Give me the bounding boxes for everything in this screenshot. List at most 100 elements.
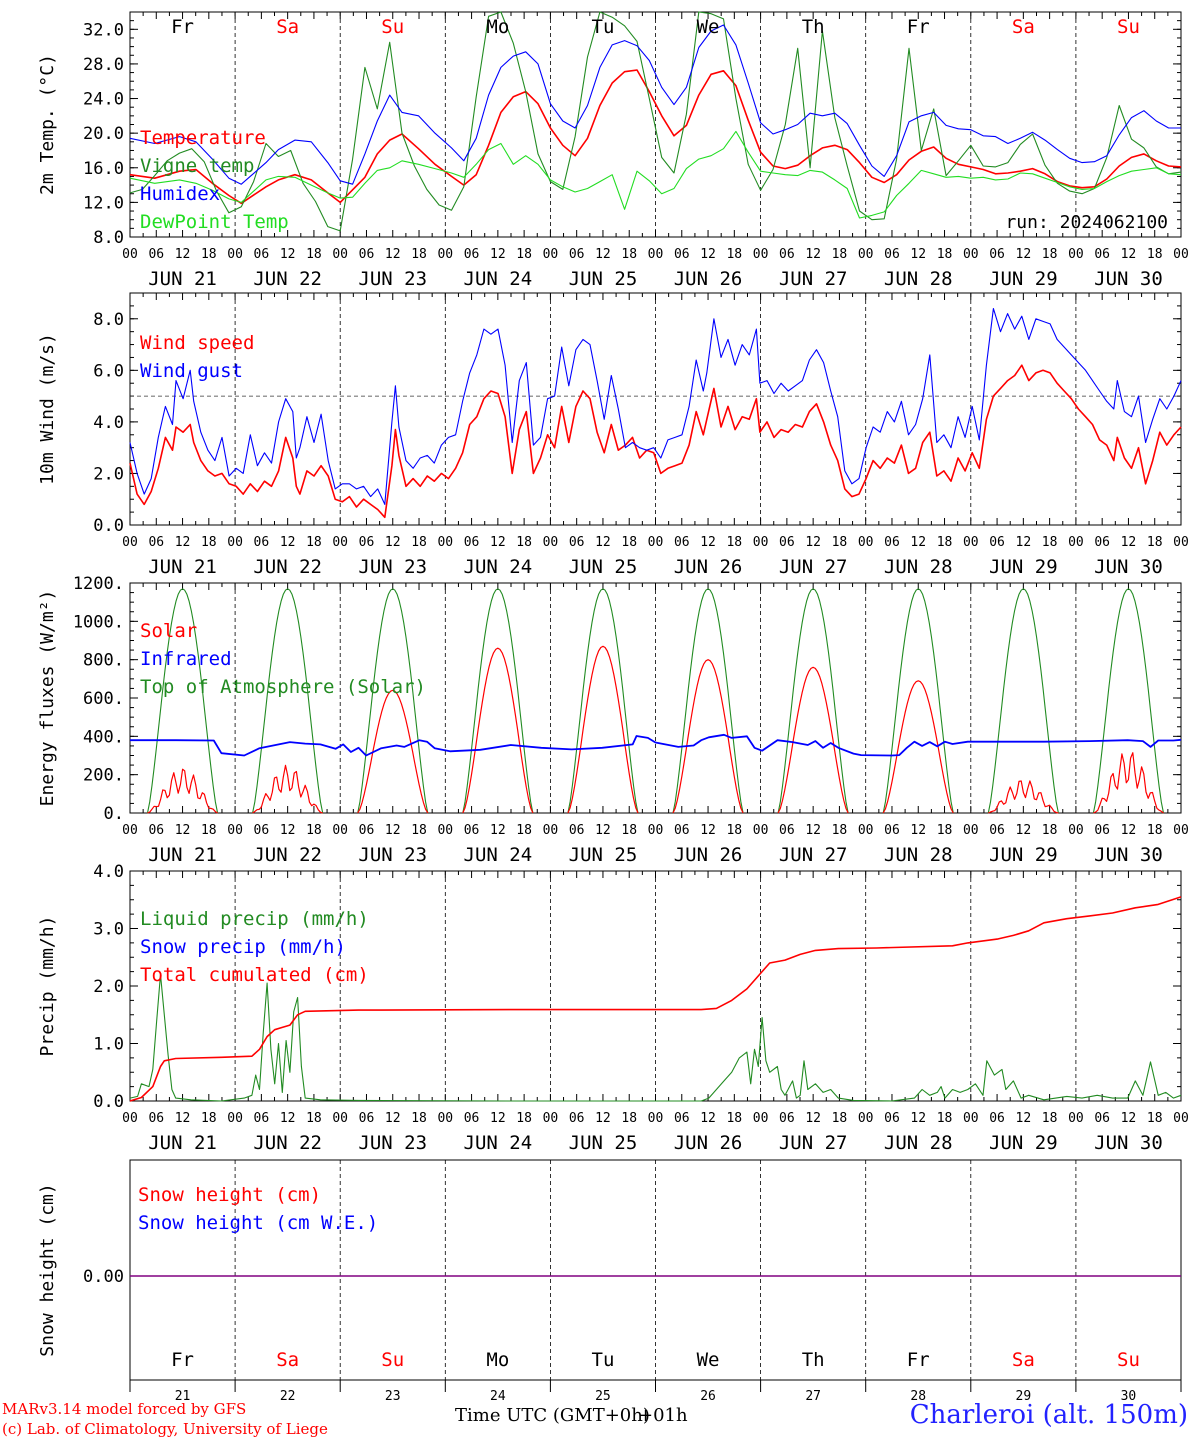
toa-solar-day-line xyxy=(882,588,954,814)
y-tick-label: 4.0 xyxy=(93,413,124,433)
series-line xyxy=(129,130,1182,219)
hour-tick-label: 06 xyxy=(779,823,795,838)
toa-solar-day-line xyxy=(672,588,744,814)
legend-entry: Snow precip (mm/h) xyxy=(140,936,346,958)
hour-tick-label: 00 xyxy=(963,247,979,262)
hour-tick-label: 06 xyxy=(674,247,690,262)
toa-solar-day-line xyxy=(777,588,849,814)
weekday-label: Fr xyxy=(907,16,930,38)
weekday-label: We xyxy=(697,1349,720,1371)
toa-solar-day-line xyxy=(252,588,324,814)
hour-tick-label: 06 xyxy=(569,1111,585,1126)
hour-tick-label: 18 xyxy=(1042,247,1058,262)
solar-day-line xyxy=(252,764,323,814)
hour-tick-label: 06 xyxy=(148,247,164,262)
date-label: JUN 23 xyxy=(358,556,427,578)
hour-tick-label: 06 xyxy=(674,823,690,838)
hour-tick-label: 00 xyxy=(1068,1111,1084,1126)
y-axis-label: Snow height (cm) xyxy=(37,1183,58,1356)
hour-tick-label: 06 xyxy=(359,1111,375,1126)
hour-tick-label: 06 xyxy=(989,823,1005,838)
legend-entry: Solar xyxy=(140,620,197,642)
hour-tick-label: 12 xyxy=(805,247,821,262)
date-label: JUN 27 xyxy=(779,844,848,866)
weekday-label: Th xyxy=(802,16,825,38)
y-tick-label: 16.0 xyxy=(83,159,124,179)
hour-tick-label: 06 xyxy=(464,535,480,550)
hour-tick-label: 18 xyxy=(937,535,953,550)
hour-tick-label: 18 xyxy=(726,535,742,550)
hour-tick-label: 06 xyxy=(148,823,164,838)
weekday-label: Tu xyxy=(592,1349,615,1371)
hour-tick-label: 12 xyxy=(700,1111,716,1126)
hour-tick-label: 18 xyxy=(1042,823,1058,838)
weekday-label: Mo xyxy=(486,1349,509,1371)
hour-tick-label: 00 xyxy=(122,1111,138,1126)
y-tick-label: 6.0 xyxy=(93,361,124,381)
hour-tick-label: 00 xyxy=(648,1111,664,1126)
hour-tick-label: 00 xyxy=(332,535,348,550)
date-label: JUN 26 xyxy=(674,1132,743,1154)
weekday-label: Su xyxy=(1117,16,1140,38)
hour-tick-label: 12 xyxy=(1121,247,1137,262)
y-tick-label: 800. xyxy=(83,651,124,671)
hour-tick-label: 00 xyxy=(332,247,348,262)
hour-tick-label: 18 xyxy=(937,823,953,838)
hour-tick-label: 00 xyxy=(858,247,874,262)
date-label: JUN 22 xyxy=(253,268,322,290)
hour-tick-label: 18 xyxy=(411,535,427,550)
y-axis-label: Energy fluxes (W/m²) xyxy=(37,590,58,807)
date-label: JUN 21 xyxy=(148,844,217,866)
hour-tick-label: 06 xyxy=(884,1111,900,1126)
y-axis-label: 2m Temp. (°C) xyxy=(37,54,58,195)
y-tick-label: 24.0 xyxy=(83,90,124,110)
date-label: JUN 25 xyxy=(569,556,638,578)
hour-tick-label: 12 xyxy=(805,823,821,838)
hour-tick-label: 06 xyxy=(359,247,375,262)
legend-entry: Top of Atmosphere (Solar) xyxy=(140,676,426,698)
hour-tick-label: 00 xyxy=(227,535,243,550)
hour-tick-label: 18 xyxy=(1042,535,1058,550)
y-tick-label: 0.0 xyxy=(93,1092,124,1112)
hour-tick-label: 00 xyxy=(227,247,243,262)
hour-tick-label: 00 xyxy=(963,1111,979,1126)
hour-tick-label: 18 xyxy=(832,247,848,262)
hour-tick-label: 18 xyxy=(411,1111,427,1126)
hour-tick-label: 18 xyxy=(1147,1111,1163,1126)
hour-tick-label: 18 xyxy=(411,823,427,838)
hour-tick-label: 12 xyxy=(1016,823,1032,838)
y-tick-label: 12.0 xyxy=(83,193,124,213)
solar-day-line xyxy=(462,647,534,814)
hour-tick-label: 12 xyxy=(805,1111,821,1126)
hour-tick-label: 06 xyxy=(148,535,164,550)
solar-day-line xyxy=(357,689,429,814)
hour-tick-label: 06 xyxy=(254,823,270,838)
hour-tick-label: 00 xyxy=(227,1111,243,1126)
series-line xyxy=(129,24,1181,185)
hour-tick-label: 12 xyxy=(1121,1111,1137,1126)
y-tick-label: 2.0 xyxy=(93,977,124,997)
hour-tick-label: 12 xyxy=(595,247,611,262)
hour-tick-label: 12 xyxy=(910,247,926,262)
series-line xyxy=(129,364,1182,519)
day-number-label: 25 xyxy=(595,1389,611,1404)
hour-tick-label: 00 xyxy=(1068,247,1084,262)
hour-tick-label: 18 xyxy=(516,1111,532,1126)
toa-solar-day-line xyxy=(462,588,534,814)
hour-tick-label: 00 xyxy=(437,247,453,262)
hour-tick-label: 06 xyxy=(254,535,270,550)
hour-tick-label: 18 xyxy=(621,823,637,838)
infrared-line xyxy=(130,733,1182,757)
day-number-label: 28 xyxy=(910,1389,926,1404)
legend-entry: Wind speed xyxy=(140,332,254,354)
weekday-label: Su xyxy=(381,1349,404,1371)
solar-day-line xyxy=(672,659,744,814)
hour-tick-label: 18 xyxy=(306,823,322,838)
date-label: JUN 22 xyxy=(253,1132,322,1154)
date-label: JUN 24 xyxy=(464,268,533,290)
legend-entry: Wind gust xyxy=(140,360,243,382)
hour-tick-label: 18 xyxy=(621,535,637,550)
y-tick-label: 1200. xyxy=(73,574,124,594)
lab-credit: (c) Lab. of Climatology, University of L… xyxy=(2,1420,328,1438)
date-label: JUN 28 xyxy=(884,1132,953,1154)
